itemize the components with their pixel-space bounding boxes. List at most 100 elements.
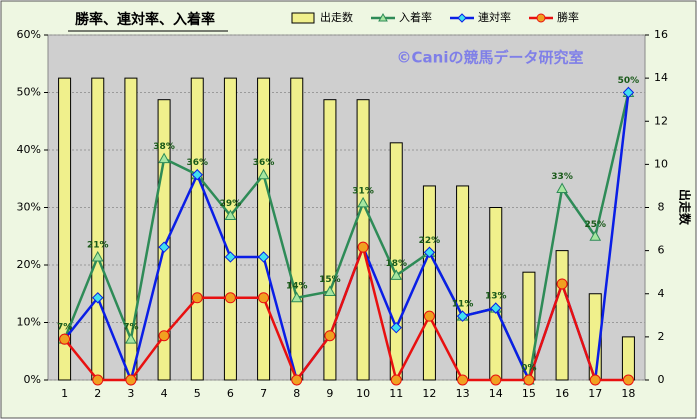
y2-tick-label: 10 (654, 157, 668, 170)
line-marker (490, 374, 502, 386)
bar (257, 77, 271, 381)
x-tick-label: 2 (94, 387, 101, 400)
line-marker (158, 152, 170, 164)
data-label: 15% (319, 275, 341, 285)
line-marker (257, 168, 270, 180)
line-marker (224, 209, 237, 221)
y2-axis-label: 出走数 (678, 189, 693, 226)
line-marker (390, 269, 403, 280)
line-marker (589, 374, 601, 386)
line-marker (59, 333, 71, 345)
watermark: ©Caniの競馬データ研究室 (397, 49, 584, 67)
data-label: 7% (57, 323, 72, 333)
data-label: 11% (452, 300, 474, 310)
y2-tick-label: 14 (654, 71, 668, 84)
x-tick-label: 18 (621, 387, 635, 400)
x-tick-label: 11 (389, 387, 403, 400)
x-tick-label: 4 (161, 387, 168, 400)
bar (58, 77, 72, 381)
y-tick-label: 0% (24, 373, 41, 386)
data-label: 13% (485, 292, 507, 302)
data-label: 7% (123, 323, 138, 333)
legend-label: 連対率 (478, 10, 511, 24)
bar (223, 77, 237, 381)
line-marker (92, 292, 104, 304)
line-marker (158, 241, 170, 253)
x-tick-label: 6 (227, 387, 234, 400)
x-tick-label: 10 (356, 387, 370, 400)
data-label: 21% (87, 240, 109, 250)
y-tick-label: 40% (17, 143, 41, 156)
series-line (63, 242, 629, 384)
x-tick-label: 8 (293, 387, 300, 400)
y-tick-label: 50% (17, 86, 41, 99)
bar (91, 77, 105, 381)
line-marker (457, 374, 469, 386)
line-marker (291, 374, 303, 386)
data-label: 29% (220, 199, 242, 209)
data-label: 33% (551, 172, 573, 182)
line-marker (191, 292, 203, 304)
line-marker (224, 292, 236, 304)
line-marker (224, 251, 237, 263)
line-marker (357, 241, 369, 253)
x-tick-label: 14 (489, 387, 503, 400)
line-marker (91, 250, 104, 262)
line-marker (390, 321, 402, 334)
line-marker (423, 310, 435, 322)
x-tick-label: 17 (588, 387, 602, 400)
line-marker (324, 330, 336, 342)
x-tick-label: 16 (555, 387, 569, 400)
legend-label: 入着率 (399, 10, 432, 24)
series-line (63, 92, 630, 385)
data-label: 14% (286, 281, 308, 291)
y2-tick-label: 8 (658, 201, 665, 214)
line-marker (125, 374, 137, 386)
bar (290, 77, 304, 381)
legend-swatch (291, 12, 315, 24)
data-label: 36% (186, 158, 208, 168)
line-marker (622, 86, 635, 99)
x-tick-label: 9 (326, 387, 333, 400)
legend-marker (457, 13, 467, 23)
x-tick-label: 3 (127, 387, 134, 400)
bar (456, 185, 470, 381)
line-marker (125, 333, 137, 344)
line-marker (490, 302, 502, 314)
bar (422, 185, 436, 381)
line-marker (423, 246, 436, 259)
line-marker (390, 374, 402, 386)
data-label: 0% (521, 364, 536, 374)
data-label: 31% (352, 186, 374, 196)
line-marker (589, 230, 602, 241)
data-label: 50% (618, 76, 640, 86)
line-marker (191, 169, 203, 181)
bar (555, 250, 569, 381)
line-marker (290, 291, 303, 303)
y2-tick-label: 16 (654, 28, 668, 41)
x-tick-label: 5 (194, 387, 201, 400)
x-tick-label: 1 (61, 387, 68, 400)
y-tick-label: 30% (17, 201, 41, 214)
legend-marker (378, 12, 388, 22)
data-label: 25% (584, 220, 606, 230)
bar (356, 99, 370, 381)
line-marker (357, 196, 369, 208)
line-marker (92, 374, 104, 386)
x-tick-label: 7 (260, 387, 267, 400)
y2-tick-label: 12 (654, 114, 668, 127)
y2-tick-label: 6 (658, 244, 665, 257)
data-label: 22% (419, 236, 441, 246)
y-tick-label: 20% (17, 258, 41, 271)
y-tick-label: 10% (17, 316, 41, 329)
bar (323, 99, 337, 381)
data-label: 36% (253, 158, 275, 168)
y2-tick-label: 2 (658, 330, 665, 343)
data-label: 18% (385, 259, 407, 269)
line-marker (523, 374, 535, 386)
legend-marker (536, 13, 546, 23)
legend-label: 出走数 (320, 10, 353, 24)
bar (621, 336, 635, 381)
x-tick-label: 13 (456, 387, 470, 400)
